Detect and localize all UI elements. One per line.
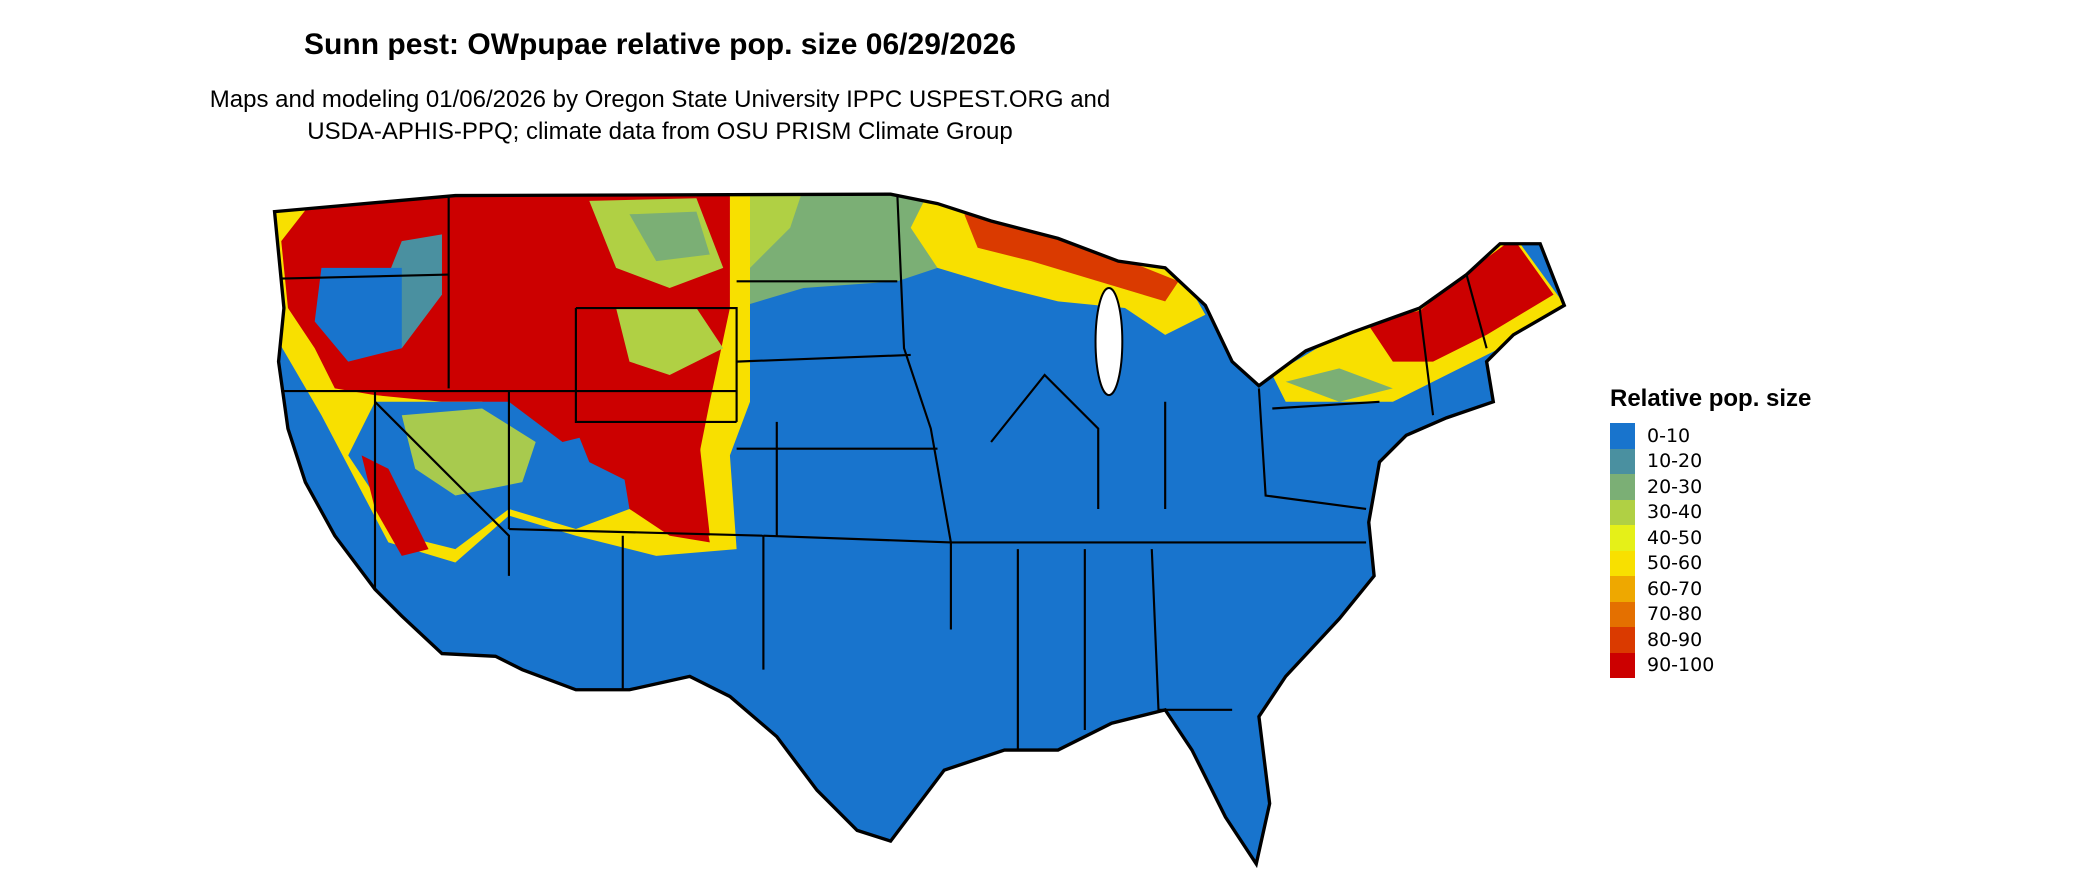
legend-label: 10-20 (1647, 450, 1703, 473)
legend-swatch (1610, 576, 1635, 602)
subtitle-line-2: USDA-APHIS-PPQ; climate data from OSU PR… (307, 118, 1013, 145)
us-outline (272, 192, 1567, 869)
legend-label: 20-30 (1647, 475, 1703, 498)
region-great-basin-mix (401, 408, 536, 496)
legend-item: 40-50 (1610, 525, 1811, 551)
region-montana-blue (629, 211, 710, 262)
legend-swatch (1610, 525, 1635, 551)
legend-label: 30-40 (1647, 501, 1703, 524)
legend-label: 50-60 (1647, 552, 1703, 575)
region-rockies-red (575, 415, 710, 536)
region-superior-red (964, 214, 1179, 302)
legend-item: 60-70 (1610, 576, 1811, 602)
legend-item: 70-80 (1610, 601, 1811, 627)
legend-label: 70-80 (1647, 603, 1703, 626)
legend-item: 90-100 (1610, 652, 1811, 678)
legend-label: 80-90 (1647, 628, 1703, 651)
lake-michigan (1094, 286, 1124, 397)
legend-item: 30-40 (1610, 499, 1811, 525)
chart-title: Sunn pest: OWpupae relative pop. size 06… (304, 28, 1016, 61)
legend-swatch (1610, 627, 1635, 653)
region-sierra-red (361, 455, 429, 556)
region-wyoming-yellow (616, 308, 724, 376)
legend-item: 20-30 (1610, 474, 1811, 500)
legend-title: Relative pop. size (1610, 385, 1812, 412)
region-columbia-blue (314, 267, 402, 362)
subtitle-line-1: Maps and modeling 01/06/2026 by Oregon S… (209, 86, 1111, 113)
legend-swatch (1610, 499, 1635, 525)
region-northeast-green (1285, 368, 1393, 402)
legend-item: 50-60 (1610, 550, 1811, 576)
legend-swatch (1610, 601, 1635, 627)
legend-swatch (1610, 550, 1635, 576)
legend-item: 80-90 (1610, 627, 1811, 653)
legend-item: 0-10 (1610, 423, 1811, 449)
legend-swatch (1610, 423, 1635, 449)
region-northeast-red (1366, 238, 1554, 362)
legend-label: 60-70 (1647, 577, 1703, 600)
legend-swatch (1610, 448, 1635, 474)
legend: Relative pop. size 0-10 10-20 20-30 30-40 40… (1610, 385, 1811, 678)
legend-label: 40-50 (1647, 526, 1703, 549)
legend-item: 10-20 (1610, 448, 1811, 474)
legend-swatch (1610, 652, 1635, 678)
state-borders (281, 194, 1488, 751)
legend-label: 90-100 (1647, 654, 1715, 677)
legend-swatch (1610, 474, 1635, 500)
legend-label: 0-10 (1647, 424, 1691, 447)
